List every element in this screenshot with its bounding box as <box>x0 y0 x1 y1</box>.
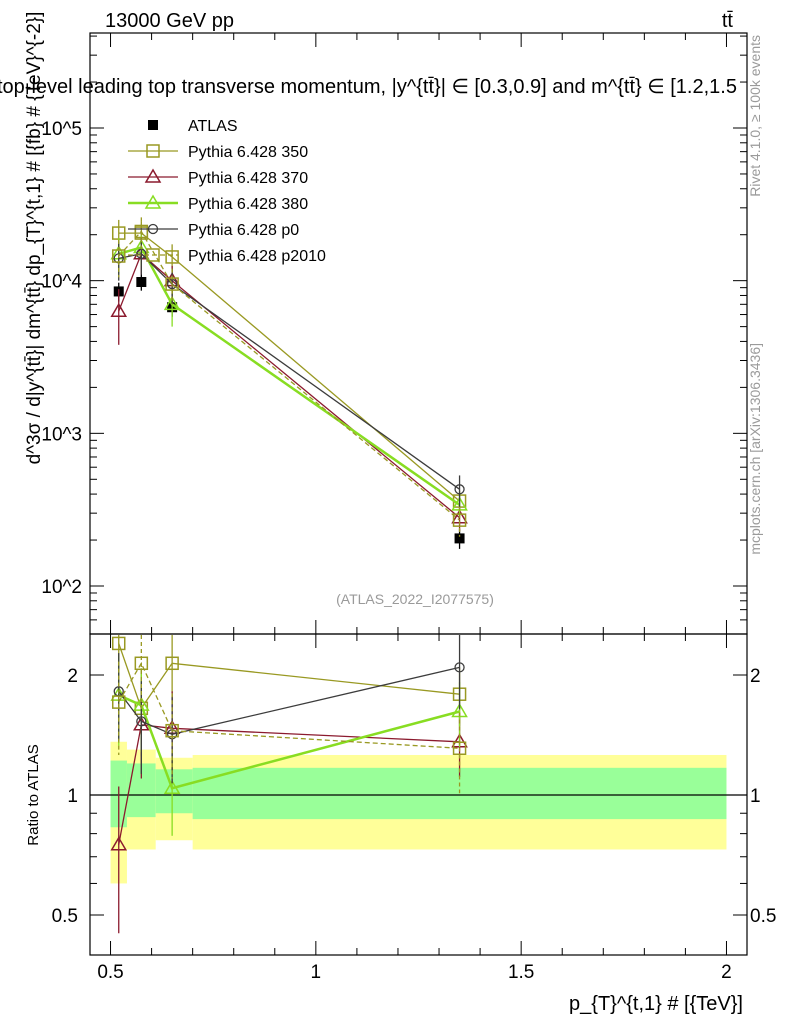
data-point <box>134 224 149 239</box>
data-point <box>454 533 465 544</box>
series-line-p370 <box>118 252 461 519</box>
series-p380 <box>110 233 468 518</box>
data-point <box>163 779 181 794</box>
ratio-axes: 0.5 0.5 1 1 2 2 0.5 1 1.5 2 <box>52 634 776 983</box>
ratio-y-tick-label: 0.5 <box>52 906 78 927</box>
series-line-p350 <box>118 643 460 710</box>
series-p370 <box>110 238 468 531</box>
ratio-y-tick-label-right: 2 <box>750 666 761 687</box>
legend-marker <box>146 144 160 158</box>
data-point <box>111 636 126 651</box>
x-tick-label: 1 <box>311 962 322 983</box>
main-y-tick-label: 10^3 <box>41 424 82 445</box>
series-atlas <box>113 274 465 549</box>
series-p0 <box>113 635 465 784</box>
data-point <box>110 836 128 851</box>
legend-label: Pythia 6.428 380 <box>188 196 308 213</box>
data-point <box>452 513 467 527</box>
series-line-p0 <box>118 666 460 735</box>
data-point <box>165 277 179 291</box>
data-point <box>452 741 467 756</box>
series-line-p370 <box>118 724 460 845</box>
main-y-tick-label: 10^2 <box>41 577 82 598</box>
main-y-axis-label: d^3σ / d|y^{tt̄}| dm^{tt̄} dp_{T}^{t,1} … <box>24 12 45 465</box>
data-point <box>454 662 465 673</box>
series-line-p2010 <box>118 661 460 749</box>
ratio-y-tick-label-right: 1 <box>750 786 761 807</box>
data-point <box>454 484 465 495</box>
legend-label: Pythia 6.428 p2010 <box>188 248 326 265</box>
main-y-tick-label: 10^5 <box>41 119 82 140</box>
legend-marker <box>144 194 162 209</box>
series-line-p2010 <box>118 230 461 521</box>
series-p2010 <box>111 217 467 537</box>
series-line-p380 <box>118 694 460 790</box>
ratio-y-axis-label: Ratio to ATLAS <box>25 744 42 845</box>
main-y-tick-label: 10^4 <box>41 272 82 293</box>
legend-marker <box>144 168 162 183</box>
x-tick-label: 0.5 <box>97 962 123 983</box>
legend-label: Pythia 6.428 350 <box>188 144 308 161</box>
data-point <box>110 302 128 318</box>
legend-label: Pythia 6.428 370 <box>188 170 308 187</box>
legend-label: ATLAS <box>188 118 238 135</box>
legend-label: Pythia 6.428 p0 <box>188 222 299 239</box>
data-point <box>136 716 147 727</box>
data-point <box>111 249 126 263</box>
data-point <box>111 695 126 709</box>
ratio-uncertainty-bands <box>90 741 747 884</box>
legend: ATLAS Pythia 6.428 350 Pythia 6.428 370 Pyt… <box>128 118 326 265</box>
analysis-watermark: (ATLAS_2022_I2077575) <box>336 591 494 607</box>
data-point <box>165 250 179 264</box>
ratio-y-tick-label-right: 0.5 <box>750 906 776 927</box>
series-line-p350 <box>118 232 461 502</box>
data-point <box>163 295 181 311</box>
series-line-p0 <box>118 253 460 490</box>
ratio-y-tick-label: 1 <box>67 786 78 807</box>
data-point <box>165 723 179 738</box>
process-label: 13000 GeV pp <box>105 10 234 32</box>
x-tick-label: 1.5 <box>508 962 534 983</box>
data-point <box>165 656 179 671</box>
x-axis-label: p_{T}^{t,1} # [{TeV}] <box>569 993 743 1015</box>
main-series <box>110 217 468 549</box>
main-y-axis: 10^2 10^3 10^4 10^5 <box>41 33 747 634</box>
rivet-version-label: Rivet 4.1.0, ≥ 100k events <box>747 35 763 197</box>
series-p2010 <box>111 635 467 794</box>
mcplots-credit-label: mcplots.cern.ch [arXiv:1306.3436] <box>747 343 763 555</box>
legend-marker <box>147 223 159 235</box>
ratio-series <box>110 635 468 934</box>
plot-title: top-level leading top transverse momentu… <box>0 76 737 98</box>
legend-marker <box>146 248 160 262</box>
ratio-y-tick-label: 2 <box>67 666 78 687</box>
series-line-p380 <box>118 246 461 506</box>
final-state-label: tt̄ <box>722 10 734 32</box>
inner-band <box>155 769 193 814</box>
x-tick-label: 2 <box>721 962 732 983</box>
data-point <box>134 656 149 671</box>
legend-marker <box>148 120 158 130</box>
data-point <box>136 277 147 288</box>
